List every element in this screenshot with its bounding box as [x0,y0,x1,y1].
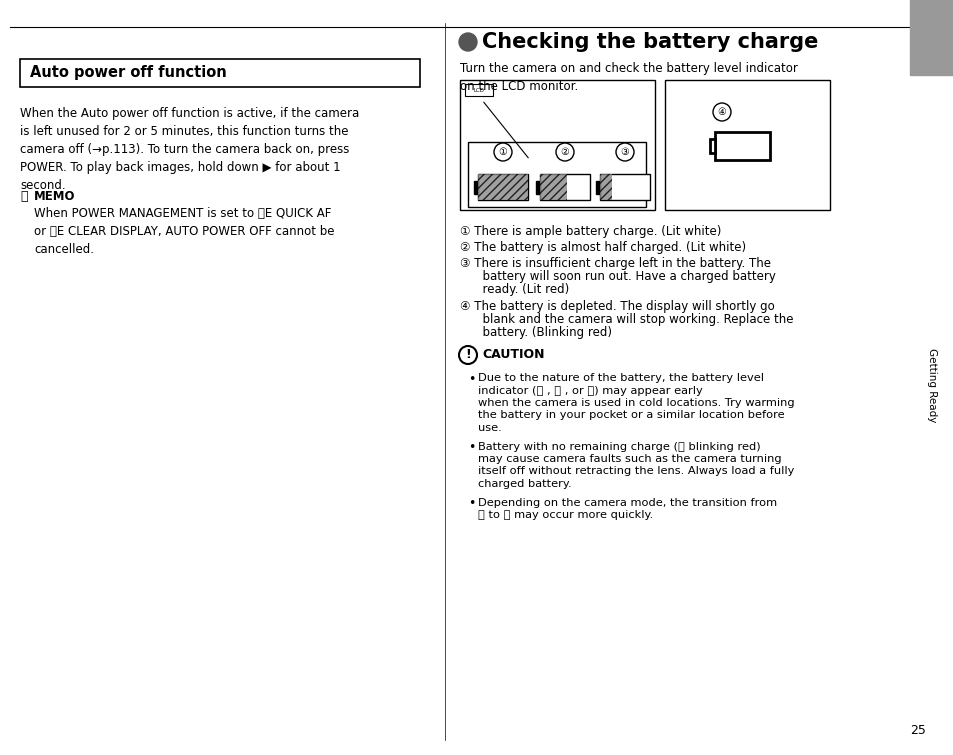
Text: ②: ② [560,147,569,157]
Text: LCD: LCD [473,88,484,93]
Text: ③ There is insufficient charge left in the battery. The: ③ There is insufficient charge left in t… [459,257,770,270]
Text: charged battery.: charged battery. [477,479,571,489]
Bar [596,181,599,194]
Text: •: • [468,373,475,386]
Text: When the Auto power off function is active, if the camera
is left unused for 2 o: When the Auto power off function is acti… [20,107,359,192]
Text: 📝: 📝 [20,190,28,203]
Text: Battery with no remaining charge (Ⓠ blinking red): Battery with no remaining charge (Ⓠ blin… [477,442,760,451]
Text: the battery in your pocket or a similar location before: the battery in your pocket or a similar … [477,411,783,421]
Text: Ⓠ to Ⓠ may occur more quickly.: Ⓠ to Ⓠ may occur more quickly. [477,510,653,520]
Circle shape [616,143,634,161]
Text: •: • [468,498,475,510]
Bar [664,80,829,210]
Text: use.: use. [477,423,501,433]
Text: battery will soon run out. Have a charged battery: battery will soon run out. Have a charge… [459,270,775,283]
Text: Depending on the camera mode, the transition from: Depending on the camera mode, the transi… [477,498,777,507]
Circle shape [494,143,512,161]
Text: ④ The battery is depleted. The display will shortly go: ④ The battery is depleted. The display w… [459,300,774,313]
Circle shape [458,346,476,364]
Text: Checking the battery charge: Checking the battery charge [481,32,818,52]
Text: when the camera is used in cold locations. Try warming: when the camera is used in cold location… [477,398,794,408]
Bar [539,174,566,200]
Text: ③: ③ [620,147,629,157]
Bar [459,80,655,210]
Bar [477,174,527,200]
Text: ①: ① [498,147,507,157]
Text: ready. (Lit red): ready. (Lit red) [459,283,569,296]
Text: When POWER MANAGEMENT is set to ⓆE QUICK AF
or ⓆE CLEAR DISPLAY, AUTO POWER OFF : When POWER MANAGEMENT is set to ⓆE QUICK… [34,207,335,256]
Bar [474,181,477,194]
Bar [709,139,714,153]
Bar [909,0,953,75]
Circle shape [458,33,476,51]
Bar [539,174,589,200]
Text: ② The battery is almost half charged. (Lit white): ② The battery is almost half charged. (L… [459,241,745,254]
Text: Getting Ready: Getting Ready [926,348,936,422]
Circle shape [556,143,574,161]
Text: Due to the nature of the battery, the battery level: Due to the nature of the battery, the ba… [477,373,763,383]
Text: blank and the camera will stop working. Replace the: blank and the camera will stop working. … [459,313,793,326]
Text: 25: 25 [909,724,925,737]
Text: indicator (Ⓠ , Ⓠ , or Ⓠ) may appear early: indicator (Ⓠ , Ⓠ , or Ⓠ) may appear earl… [477,386,702,396]
Circle shape [712,103,730,121]
Text: CAUTION: CAUTION [481,349,544,362]
Text: may cause camera faults such as the camera turning: may cause camera faults such as the came… [477,454,781,464]
Text: Turn the camera on and check the battery level indicator
on the LCD monitor.: Turn the camera on and check the battery… [459,62,797,93]
Text: itself off without retracting the lens. Always load a fully: itself off without retracting the lens. … [477,467,794,476]
Bar [714,132,769,160]
Bar [599,174,612,200]
Text: Auto power off function: Auto power off function [30,66,227,81]
Bar [536,181,539,194]
Text: battery. (Blinking red): battery. (Blinking red) [459,326,612,339]
Bar [464,84,493,96]
Text: !: ! [465,349,471,362]
Bar [468,142,645,207]
Bar [599,174,649,200]
Text: •: • [468,442,475,455]
FancyBboxPatch shape [20,59,419,87]
Text: ① There is ample battery charge. (Lit white): ① There is ample battery charge. (Lit wh… [459,225,720,238]
Text: ④: ④ [717,107,725,117]
Bar [477,174,527,200]
Text: MEMO: MEMO [34,190,75,203]
